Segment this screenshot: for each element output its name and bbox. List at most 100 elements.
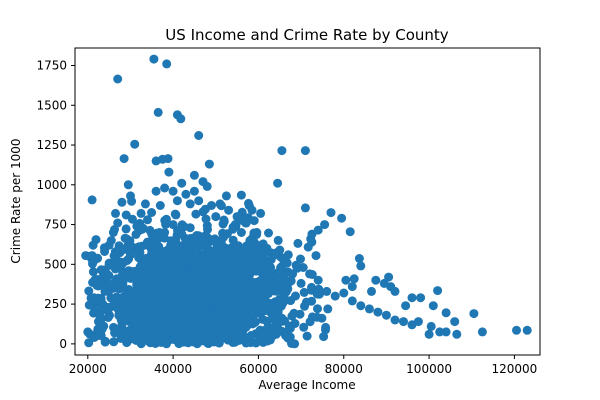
- scatter-point: [185, 301, 195, 311]
- scatter-point: [307, 237, 317, 247]
- scatter-point: [113, 304, 123, 313]
- x-tick-label: 120000: [491, 362, 537, 376]
- scatter-point: [243, 290, 253, 300]
- scatter-point: [441, 327, 451, 337]
- scatter-point: [349, 274, 359, 284]
- scatter-point: [211, 212, 221, 222]
- scatter-point: [179, 337, 189, 347]
- scatter-point: [244, 198, 253, 208]
- scatter-point: [159, 256, 169, 266]
- scatter-point: [107, 281, 117, 291]
- scatter-point: [242, 318, 252, 328]
- scatter-point: [161, 219, 171, 229]
- scatter-point: [295, 309, 305, 319]
- scatter-point: [249, 318, 259, 328]
- scatter-point: [293, 238, 303, 248]
- scatter-point: [228, 224, 238, 234]
- y-tick-label: 250: [44, 297, 67, 311]
- scatter-point: [228, 243, 238, 253]
- scatter-point: [337, 213, 347, 223]
- scatter-point: [390, 286, 400, 296]
- scatter-point: [188, 285, 198, 294]
- scatter-point: [136, 310, 146, 320]
- scatter-point: [258, 279, 267, 289]
- scatter-point: [168, 186, 178, 196]
- scatter-point: [302, 297, 311, 307]
- scatter-point: [177, 178, 187, 188]
- y-tick-label: 1750: [36, 58, 67, 72]
- scatter-point: [172, 196, 182, 206]
- scatter-point: [469, 309, 479, 319]
- y-tick-label: 750: [44, 218, 67, 232]
- scatter-point: [441, 308, 451, 318]
- scatter-point: [300, 146, 310, 156]
- y-tick-label: 0: [59, 337, 67, 351]
- scatter-point: [302, 331, 312, 341]
- scatter-point: [255, 292, 264, 302]
- scatter-point: [424, 329, 434, 339]
- scatter-point: [435, 327, 445, 337]
- y-tick-label: 1000: [36, 178, 67, 192]
- scatter-point: [189, 170, 199, 180]
- scatter-point: [339, 288, 349, 298]
- scatter-point: [299, 287, 309, 297]
- scatter-point: [111, 208, 120, 218]
- scatter-point: [450, 317, 460, 327]
- scatter-point: [118, 278, 128, 288]
- scatter-point: [367, 286, 376, 296]
- scatter-point: [221, 191, 231, 201]
- scatter-point: [145, 253, 155, 262]
- scatter-point: [322, 286, 332, 296]
- scatter-point: [177, 293, 187, 303]
- scatter-point: [129, 306, 139, 316]
- scatter-point: [245, 263, 255, 272]
- scatter-point: [155, 201, 165, 210]
- scatter-point: [83, 327, 93, 337]
- x-axis-label: Average Income: [258, 378, 355, 392]
- x-tick-label: 40000: [154, 362, 192, 376]
- scatter-point: [281, 331, 291, 341]
- x-tick-label: 100000: [406, 362, 452, 376]
- scatter-point: [147, 336, 156, 346]
- scatter-point: [426, 321, 436, 331]
- scatter-point: [258, 256, 268, 266]
- scatter-point: [143, 237, 152, 247]
- scatter-point: [311, 251, 321, 261]
- scatter-point: [263, 336, 273, 346]
- y-axis: 0 250 500 750 1000 1250 1500 1750: [36, 58, 75, 351]
- scatter-point: [246, 331, 256, 340]
- scatter-point: [176, 315, 186, 325]
- scatter-point: [321, 322, 331, 332]
- scatter-point: [290, 319, 300, 328]
- scatter-point: [106, 293, 116, 303]
- scatter-point: [134, 242, 144, 252]
- scatter-point: [149, 54, 159, 64]
- scatter-point: [236, 190, 246, 200]
- scatter-point: [256, 330, 265, 340]
- scatter-point: [194, 196, 204, 206]
- scatter-point: [133, 282, 143, 292]
- scatter-point: [123, 180, 133, 190]
- scatter-point: [219, 331, 229, 341]
- chart-title: US Income and Crime Rate by County: [165, 26, 449, 44]
- scatter-point: [277, 146, 287, 156]
- scatter-point: [209, 318, 219, 328]
- scatter-point: [110, 247, 120, 257]
- scatter-point: [113, 74, 123, 84]
- scatter-point: [151, 186, 161, 196]
- scatter-point: [195, 239, 205, 249]
- scatter-point: [522, 325, 532, 335]
- scatter-point: [179, 273, 189, 283]
- scatter-point: [269, 280, 279, 289]
- scatter-point: [89, 308, 99, 318]
- plot-points: [81, 54, 532, 349]
- scatter-point: [428, 301, 438, 311]
- x-tick-label: 80000: [325, 362, 363, 376]
- scatter-point: [326, 208, 336, 218]
- scatter-point: [236, 228, 246, 237]
- scatter-point: [214, 292, 224, 302]
- scatter-point: [109, 337, 119, 347]
- scatter-point: [341, 275, 351, 285]
- scatter-point: [401, 301, 411, 311]
- scatter-point: [122, 338, 132, 348]
